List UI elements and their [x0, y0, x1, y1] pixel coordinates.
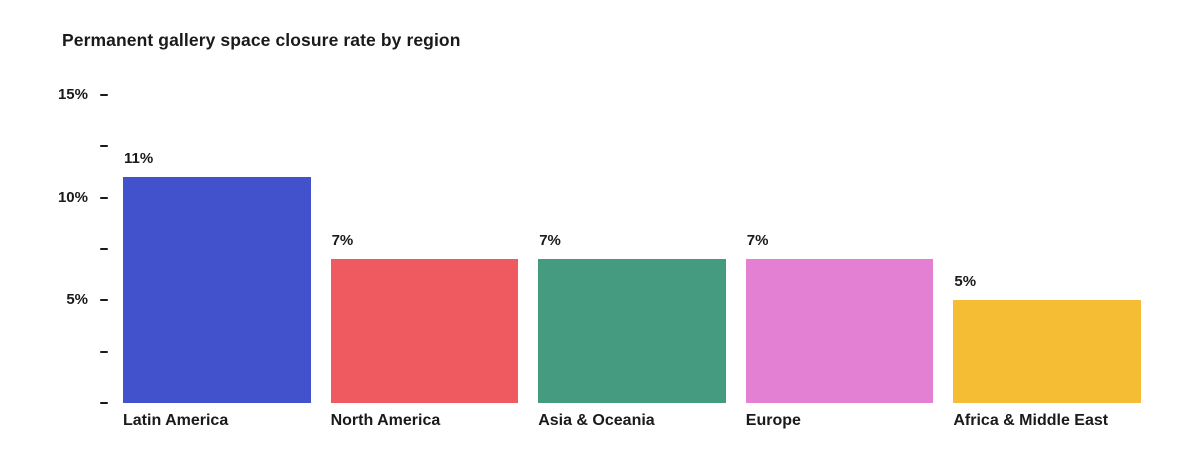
- bar-value-label: 7%: [331, 232, 354, 250]
- y-axis-tick: [100, 402, 108, 404]
- x-axis-label-asia-oceania: Asia & Oceania: [538, 412, 655, 429]
- plot-area: 11% Latin America 7% North America 7% Asia & …: [123, 95, 1141, 429]
- y-axis-tick: [100, 248, 108, 250]
- chart-title: Permanent gallery space closure rate by …: [62, 30, 461, 50]
- bar-africa-middle-east: [953, 300, 1141, 403]
- bar-value-label: 7%: [539, 232, 561, 250]
- x-axis-label-latin-america: Latin America: [123, 412, 229, 429]
- bar-value-label: 7%: [746, 232, 769, 250]
- x-axis-label-north-america: North America: [330, 412, 441, 429]
- y-axis-tick: [100, 299, 108, 302]
- y-axis-tick-label: 10%: [57, 188, 88, 206]
- bar-latin-america: [123, 177, 311, 403]
- bar-value-label: 5%: [954, 273, 977, 291]
- bar-asia-oceania: [538, 259, 726, 403]
- y-axis-tick: [100, 94, 108, 96]
- bar-north-america: [330, 259, 519, 403]
- bar-group-africa-middle-east: 5% Africa & Middle East: [953, 95, 1141, 429]
- x-axis-label-europe: Europe: [745, 412, 801, 429]
- y-axis-tick: [100, 350, 108, 353]
- bar-value-label: 11%: [124, 150, 154, 168]
- bar-group-north-america: 7% North America: [330, 95, 519, 429]
- bar-group-asia-oceania: 7% Asia & Oceania: [538, 95, 726, 429]
- y-axis-tick-label: 5%: [66, 291, 88, 309]
- y-axis-tick-label: 15%: [57, 86, 88, 103]
- y-axis-tick: [100, 145, 108, 148]
- x-axis-label-africa-middle-east: Africa & Middle East: [953, 412, 1109, 429]
- bar-group-latin-america: 11% Latin America: [123, 95, 311, 429]
- y-axis-tick: [100, 196, 108, 199]
- bar-europe: [745, 259, 934, 403]
- bar-group-europe: 7% Europe: [745, 95, 934, 429]
